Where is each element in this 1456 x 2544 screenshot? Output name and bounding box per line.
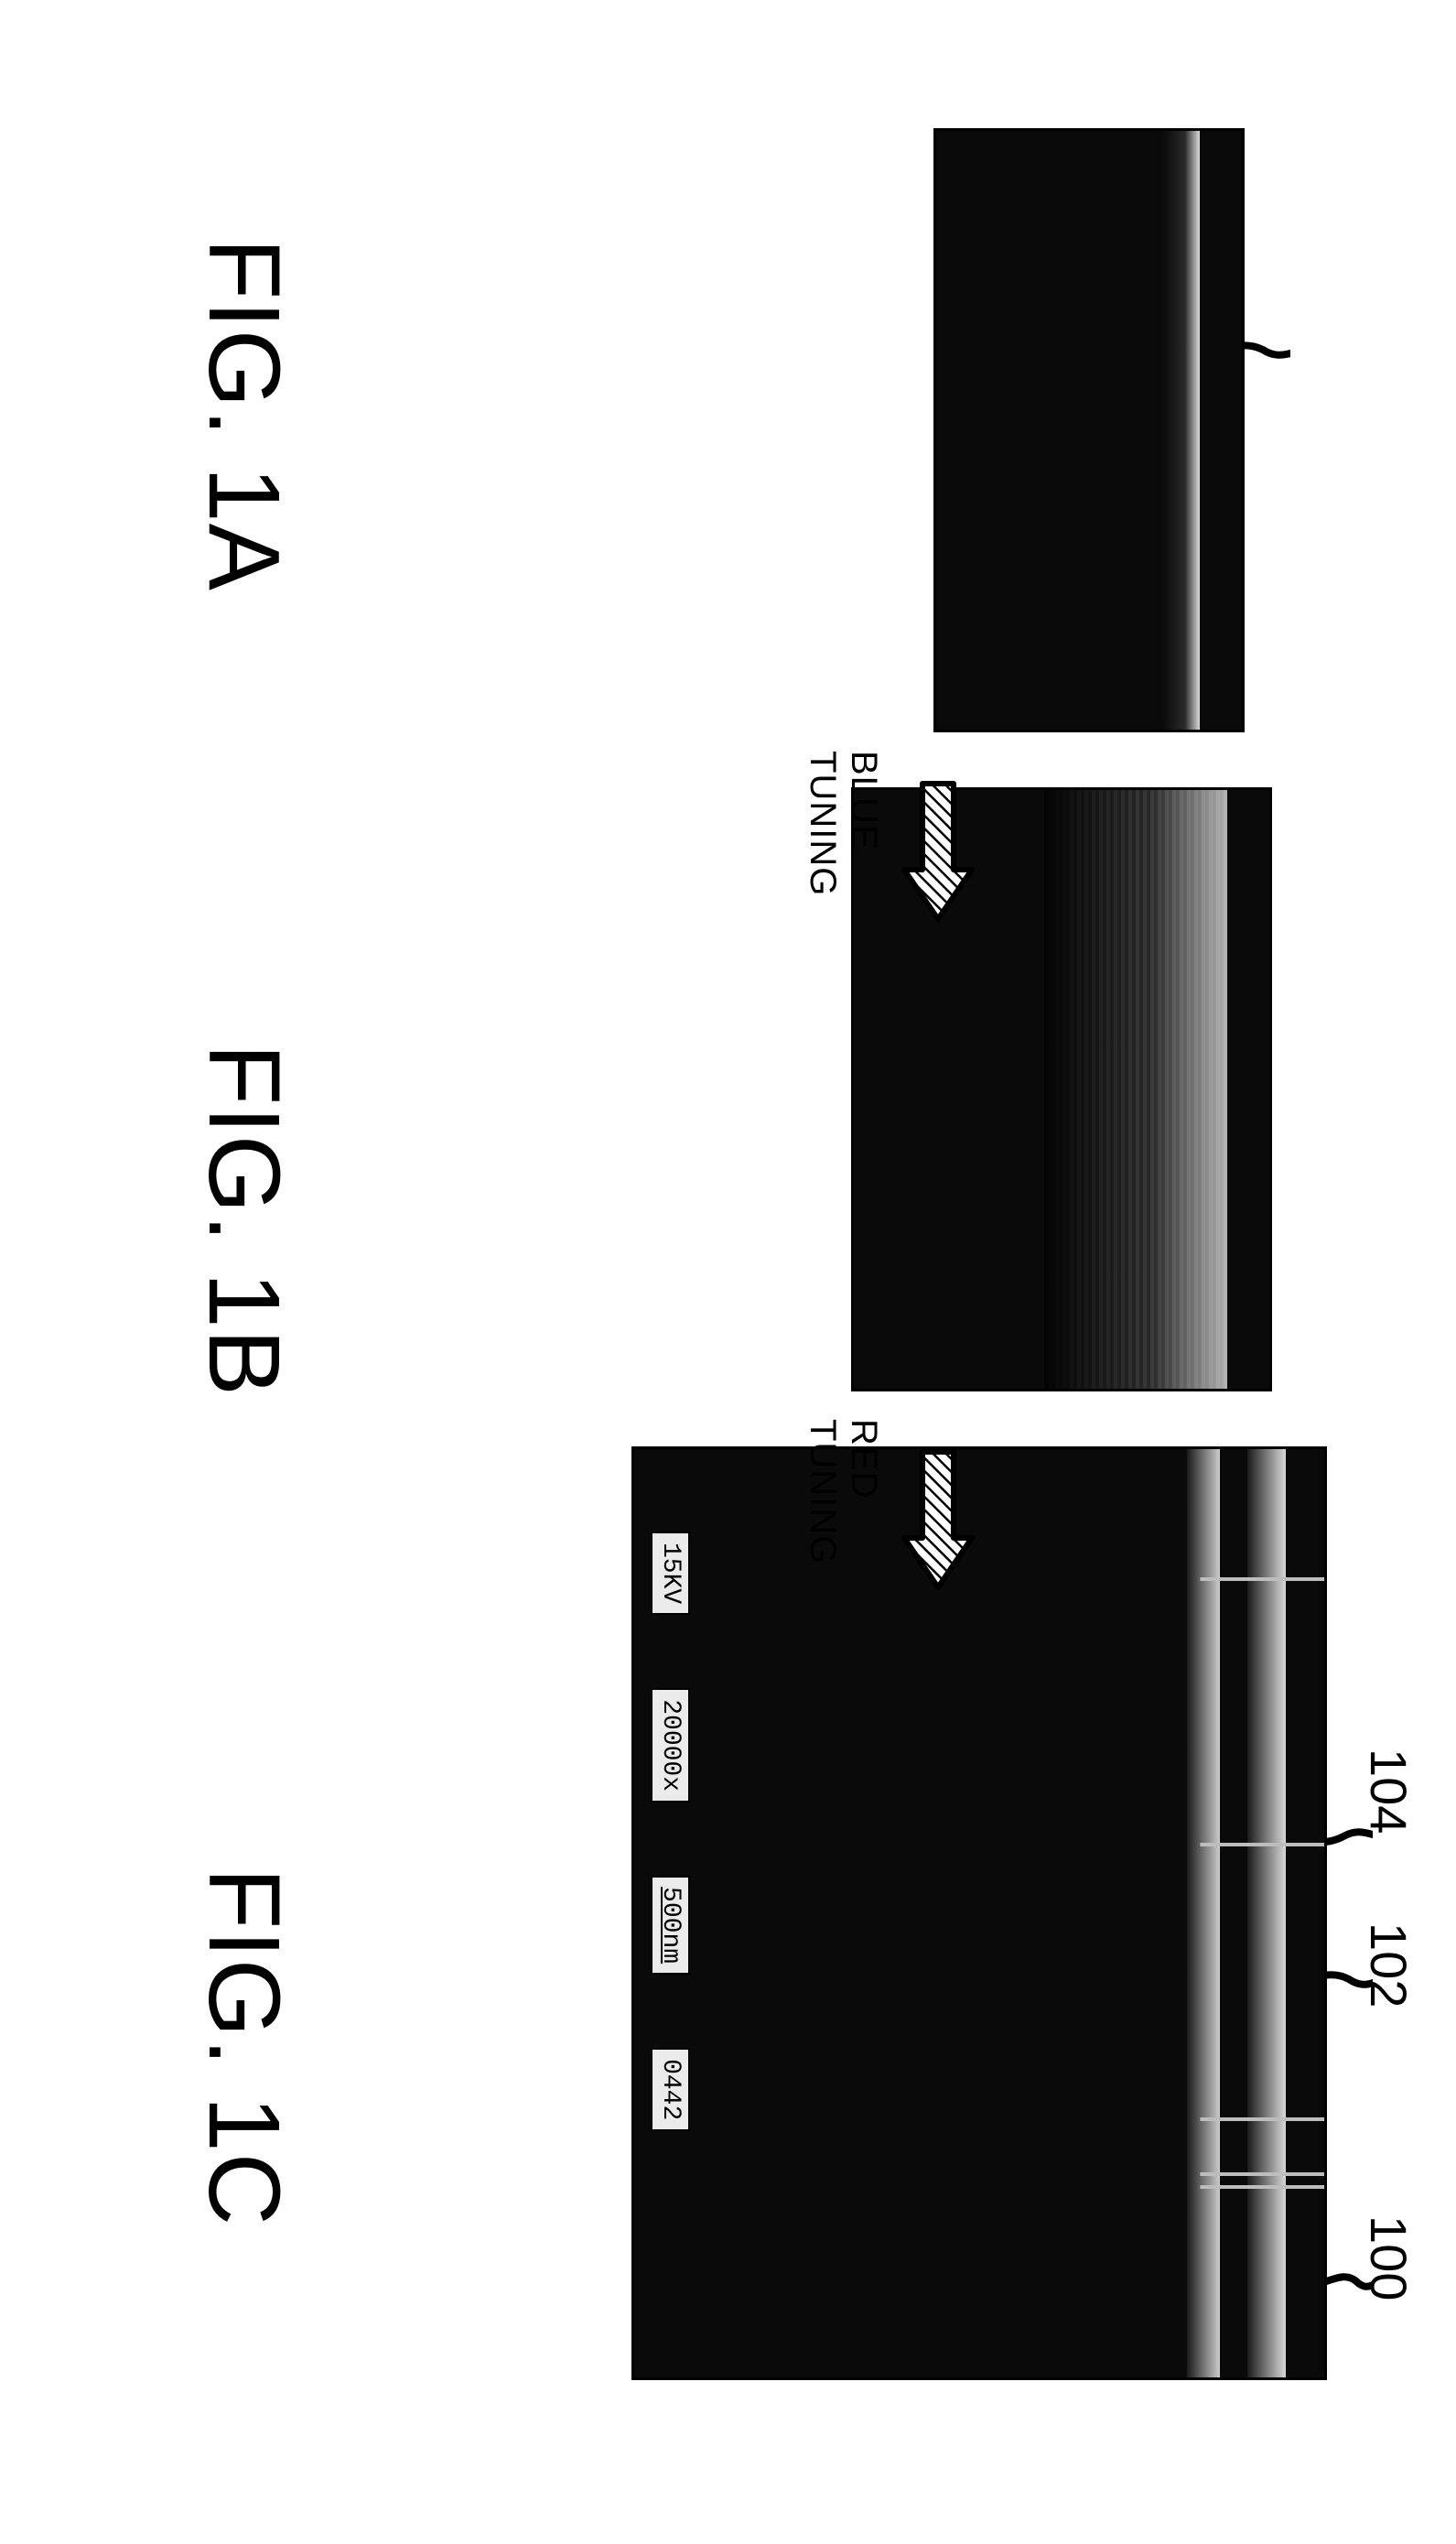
porous-layer xyxy=(1163,131,1200,730)
sem-meta-magnification: 20000x xyxy=(651,1688,690,1802)
sem-image-a xyxy=(933,128,1245,732)
figure-label-b: FIG. 1B xyxy=(186,1044,302,1397)
arrow-right-icon xyxy=(897,778,979,925)
panel-b-callouts: 100 102 xyxy=(1272,787,1373,1391)
panel-a: 100 xyxy=(933,128,1245,732)
arrow-right-icon xyxy=(897,1446,979,1593)
panel-c: 100 102 104 xyxy=(631,1446,1327,2380)
red-tuning-block: RED TUNING xyxy=(802,1419,979,1620)
crack-line xyxy=(634,2172,1324,2176)
panel-c-callouts: 100 102 104 xyxy=(1327,1446,1428,2380)
patent-figure-page: 100 100 102 xyxy=(0,0,1455,2544)
porous-layer-upper xyxy=(1247,1449,1286,2377)
figure-label-c: FIG. 1C xyxy=(186,1867,302,2226)
panels-row: 100 100 102 xyxy=(320,128,1327,2416)
sem-image-c: 15KV 20000x 500nm 0442 xyxy=(631,1446,1327,2380)
sem-meta-scalebar: 500nm xyxy=(651,1876,690,1975)
crack-line xyxy=(634,2117,1324,2121)
crack-line xyxy=(634,1577,1324,1581)
callout-104: 104 xyxy=(1359,1748,1418,1834)
sem-meta-frameid: 0442 xyxy=(651,2048,690,2131)
blue-tuning-label: BLUE TUNING xyxy=(802,751,884,952)
sem-meta-voltage: 15KV xyxy=(651,1532,690,1615)
callout-102: 102 xyxy=(1359,1922,1418,2008)
panel-a-callouts: 100 xyxy=(1245,128,1345,732)
porous-layer-lower xyxy=(1187,1449,1220,2377)
sem-metadata-bar: 15KV 20000x 500nm 0442 xyxy=(651,1449,690,2377)
crack-line xyxy=(634,2185,1324,2189)
blue-tuning-block: BLUE TUNING xyxy=(802,751,979,952)
red-tuning-label: RED TUNING xyxy=(802,1419,884,1620)
figure-label-a: FIG. 1A xyxy=(186,238,302,591)
porous-layer-gap xyxy=(1220,1449,1247,2377)
crack-line xyxy=(634,1843,1324,1846)
callout-100: 100 xyxy=(1359,2215,1418,2300)
porous-layer xyxy=(1044,790,1227,1389)
